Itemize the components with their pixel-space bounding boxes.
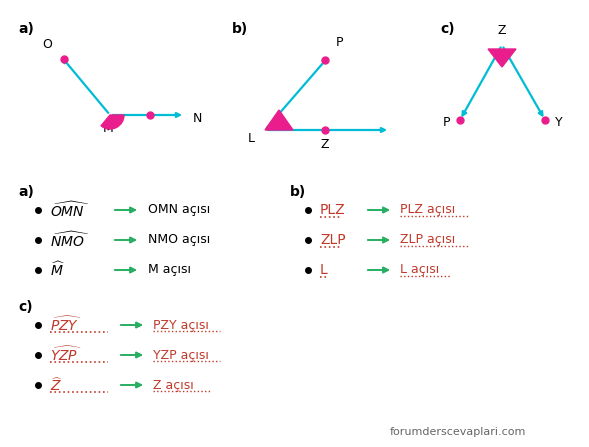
Polygon shape (488, 49, 516, 67)
Text: $\widehat{OMN}$: $\widehat{OMN}$ (50, 200, 90, 219)
Polygon shape (265, 110, 293, 130)
Text: O: O (42, 38, 52, 51)
Text: $\widehat{Z}$: $\widehat{Z}$ (50, 376, 63, 394)
Text: PLZ açısı: PLZ açısı (400, 203, 455, 216)
Wedge shape (101, 115, 124, 129)
Text: M açısı: M açısı (148, 263, 191, 277)
Text: $\widehat{M}$: $\widehat{M}$ (50, 261, 65, 279)
Text: ZLP: ZLP (320, 233, 346, 247)
Text: L: L (320, 263, 327, 277)
Text: L açısı: L açısı (400, 263, 439, 277)
Text: PZY açısı: PZY açısı (153, 319, 209, 332)
Text: Z: Z (321, 138, 329, 151)
Text: M: M (102, 122, 113, 135)
Text: YZP açısı: YZP açısı (153, 349, 209, 362)
Text: Z açısı: Z açısı (153, 379, 194, 392)
Text: $\widehat{YZP}$: $\widehat{YZP}$ (50, 346, 82, 364)
Text: ZLP açısı: ZLP açısı (400, 233, 455, 246)
Text: c): c) (18, 300, 32, 314)
Text: Y: Y (555, 115, 562, 128)
Text: $\widehat{PZY}$: $\widehat{PZY}$ (50, 316, 82, 334)
Text: PLZ: PLZ (320, 203, 346, 217)
Text: Z: Z (498, 24, 507, 37)
Text: OMN açısı: OMN açısı (148, 203, 210, 216)
Text: forumderscevaplari.com: forumderscevaplari.com (390, 427, 527, 437)
Text: P: P (336, 36, 343, 49)
Text: $\widehat{NMO}$: $\widehat{NMO}$ (50, 231, 90, 249)
Text: P: P (442, 115, 450, 128)
Text: L: L (248, 132, 255, 145)
Text: NMO açısı: NMO açısı (148, 233, 210, 246)
Text: b): b) (232, 22, 248, 36)
Text: a): a) (18, 22, 34, 36)
Text: b): b) (290, 185, 306, 199)
Text: N: N (193, 113, 203, 126)
Text: c): c) (440, 22, 455, 36)
Text: a): a) (18, 185, 34, 199)
